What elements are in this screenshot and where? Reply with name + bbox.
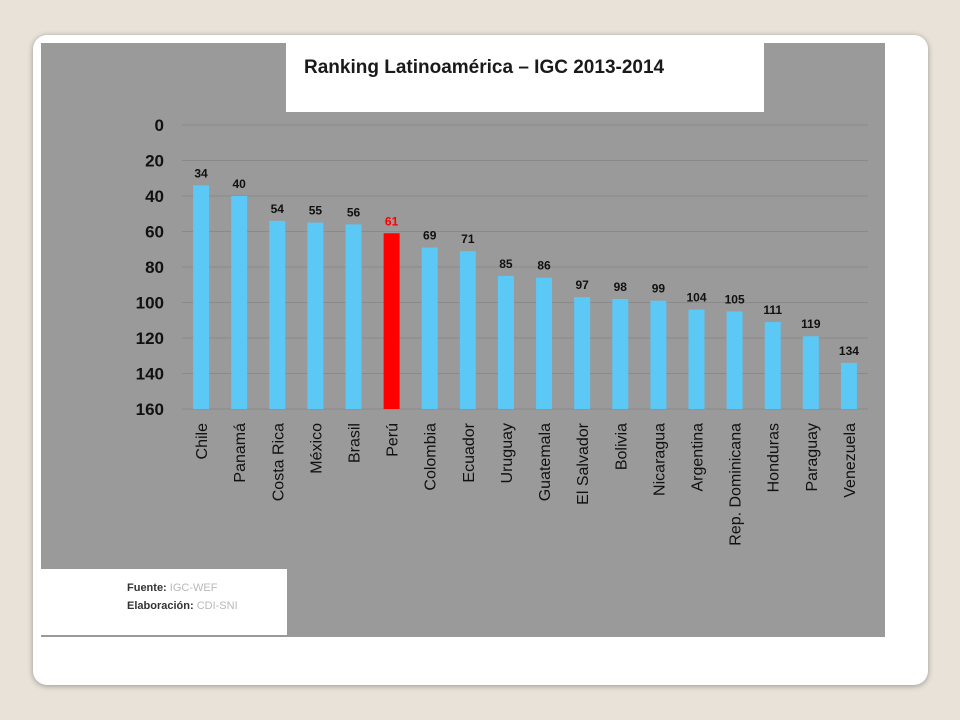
x-tick-label: Uruguay [499,423,516,483]
elaboration-value: CDI-SNI [196,600,238,612]
y-tick-label: 120 [136,329,164,348]
data-label: 134 [839,344,859,358]
data-label: 111 [763,303,782,317]
data-label: 98 [614,280,628,294]
x-tick-label: Paraguay [804,423,821,492]
bar [574,297,591,409]
source-value: IGC-WEF [169,582,218,594]
bar [307,222,324,409]
bar [612,298,629,409]
elaboration-line: Elaboración: CDI-SNI [127,600,238,612]
x-tick-label: Colombia [423,423,440,491]
bar [536,277,553,409]
x-tick-label: Ecuador [461,422,478,482]
data-label: 55 [309,204,323,218]
bar [193,185,210,409]
x-tick-label: Costa Rica [270,423,287,501]
bar [497,275,514,409]
x-tick-label: Nicaragua [651,423,668,496]
y-tick-label: 60 [145,223,164,242]
x-tick-label: Venezuela [842,423,859,498]
bar [650,300,667,409]
source-line: Fuente: IGC-WEF [127,582,217,594]
source-label: Fuente: [127,582,167,594]
data-label: 56 [347,205,361,219]
x-tick-label: Guatemala [537,423,554,501]
bar [269,220,286,409]
x-tick-label: Argentina [690,423,707,492]
y-tick-label: 0 [155,116,164,135]
data-label: 86 [537,259,551,273]
bar [688,309,705,409]
elaboration-label: Elaboración: [127,600,194,612]
data-label: 69 [423,228,437,242]
x-tick-label: Panamá [232,423,249,483]
data-label: 97 [575,278,589,292]
y-tick-label: 100 [136,294,164,313]
data-label: 40 [232,177,246,191]
bar [421,247,438,409]
x-tick-label: Brasil [347,423,364,463]
data-label: 54 [271,202,285,216]
bar [231,196,248,409]
y-tick-label: 160 [136,400,164,419]
bar [802,336,819,409]
title-box: Ranking Latinoamérica – IGC 2013-2014 [286,43,764,112]
bar [764,322,781,409]
data-label: 61 [385,214,399,228]
y-tick-label: 40 [145,187,164,206]
data-label: 99 [652,282,666,296]
x-tick-label: México [308,423,325,474]
x-tick-label: Perú [385,423,402,457]
bar [459,251,476,409]
source-box: Fuente: IGC-WEF Elaboración: CDI-SNI [41,569,287,635]
data-label: 105 [725,292,745,306]
x-tick-label: Rep. Dominicana [728,423,745,546]
x-tick-label: Bolivia [613,423,630,470]
data-label: 119 [801,317,821,331]
bar [726,311,743,409]
bar [840,362,857,409]
x-tick-label: Honduras [766,423,783,492]
bar [345,224,362,409]
y-tick-label: 80 [145,258,164,277]
data-label: 34 [194,166,208,180]
x-tick-label: Chile [194,423,211,460]
chart-title: Ranking Latinoamérica – IGC 2013-2014 [304,57,665,78]
data-label: 71 [461,232,475,246]
x-tick-label: El Salvador [575,422,592,504]
data-label: 85 [499,257,513,271]
bar [383,233,400,409]
data-label: 104 [686,291,706,305]
y-tick-label: 140 [136,365,164,384]
y-tick-label: 20 [145,152,164,171]
